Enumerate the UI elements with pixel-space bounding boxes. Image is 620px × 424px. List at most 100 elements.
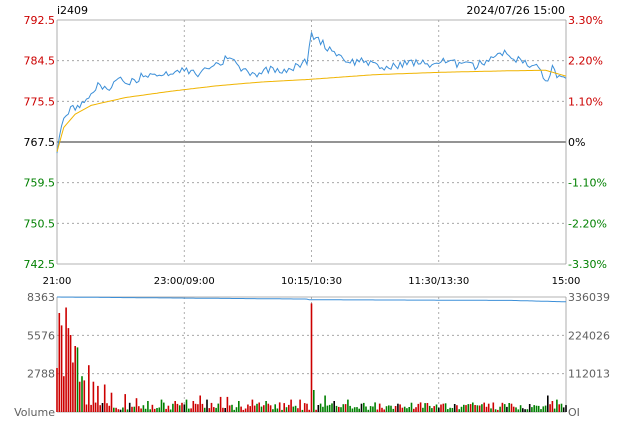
volume-bar [463, 404, 465, 412]
oi-tick-label: 112013 [568, 368, 610, 381]
volume-bar [558, 404, 560, 412]
volume-bar [138, 406, 140, 412]
volume-bar [88, 365, 90, 412]
volume-bar [553, 408, 556, 412]
volume-bar [363, 402, 365, 412]
volume-bar [351, 408, 354, 412]
volume-bar [540, 409, 542, 412]
percent-tick-label: 1.10% [568, 95, 603, 108]
volume-bar [390, 405, 392, 412]
volume-bar [458, 409, 460, 412]
volume-bar [297, 408, 299, 412]
volume-bar [192, 401, 195, 412]
volume-bar [288, 404, 290, 412]
volume-bar [185, 399, 188, 412]
volume-bar [299, 399, 301, 412]
volume-bar [338, 406, 340, 412]
percent-tick-label: -1.10% [568, 177, 607, 190]
volume-bar [401, 407, 404, 412]
volume-bar [238, 401, 240, 412]
volume-bar [83, 380, 86, 412]
volume-bar [453, 404, 456, 412]
volume-bar [290, 399, 292, 412]
volume-bar [188, 408, 190, 412]
volume-bar [167, 405, 170, 412]
volume-bar [169, 409, 172, 412]
volume-bar [56, 368, 58, 412]
volume-bar [183, 404, 186, 412]
volume-bar [328, 404, 331, 412]
volume-bar [478, 405, 481, 412]
volume-bar [285, 407, 288, 412]
volume-bar [322, 406, 324, 412]
volume-bar [474, 405, 476, 412]
volume-bar [60, 325, 63, 412]
volume-bar [324, 395, 326, 412]
volume-bar [560, 403, 563, 412]
volume-bar [392, 408, 395, 412]
volume-bar [358, 408, 360, 412]
volume-bar [106, 403, 108, 412]
volume-bar [531, 407, 533, 412]
volume-bar [544, 405, 547, 412]
volume-bar [537, 405, 540, 412]
volume-bar [565, 405, 567, 412]
volume-bar [235, 407, 238, 412]
volume-bar [381, 407, 383, 412]
volume-bar [260, 406, 263, 412]
volume-bar [90, 404, 92, 412]
volume-bar [151, 404, 154, 412]
volume-bar [394, 406, 397, 412]
volume-bar [428, 405, 431, 412]
volume-bar [340, 407, 342, 412]
volume-bar [124, 394, 126, 412]
time-tick-label: 23:00/09:00 [154, 276, 215, 287]
percent-tick-label: -3.30% [568, 258, 607, 271]
volume-bar [562, 407, 565, 412]
volume-bar [256, 403, 258, 412]
oi-tick-label: 224026 [568, 329, 610, 342]
volume-bar [283, 403, 285, 412]
volume-bar [103, 384, 106, 412]
volume-bar [467, 404, 470, 412]
volume-bar [378, 403, 381, 412]
volume-bar [74, 346, 76, 412]
volume-bar [483, 402, 485, 412]
volume-bar [67, 328, 70, 412]
volume-bar [413, 408, 415, 412]
volume-bar [419, 402, 422, 412]
volume-bar [292, 406, 295, 412]
volume-bar [551, 401, 554, 412]
volume-bar [228, 405, 231, 412]
volume-bar [149, 409, 151, 412]
volume-bar [197, 404, 199, 412]
volume-bar [190, 408, 192, 412]
volume-bar [519, 405, 522, 412]
volume-bar [353, 407, 356, 412]
volume-bar [206, 399, 208, 412]
volume-bar [242, 409, 245, 412]
volume-bar [213, 407, 215, 412]
volume-bar [181, 402, 183, 412]
volume-bar [158, 407, 161, 412]
volume-bar [263, 405, 265, 412]
volume-bar [249, 406, 251, 412]
volume-bar [503, 404, 506, 412]
volume-panel [56, 296, 567, 412]
volume-bar [108, 405, 111, 412]
volume-bar [101, 403, 104, 412]
symbol-label: i2409 [57, 4, 88, 17]
volume-bar [481, 404, 483, 412]
volume-bar [417, 403, 420, 412]
volume-bar [224, 408, 226, 412]
volume-bar [69, 335, 72, 412]
volume-bar [72, 362, 74, 412]
volume-bar [122, 407, 124, 412]
volume-bar [528, 404, 531, 412]
volume-bar [442, 403, 445, 412]
volume-bar [422, 407, 424, 412]
volume-bar [512, 406, 515, 412]
volume-bar [533, 405, 535, 412]
volume-bar [172, 403, 174, 412]
volume-bar [510, 403, 513, 412]
